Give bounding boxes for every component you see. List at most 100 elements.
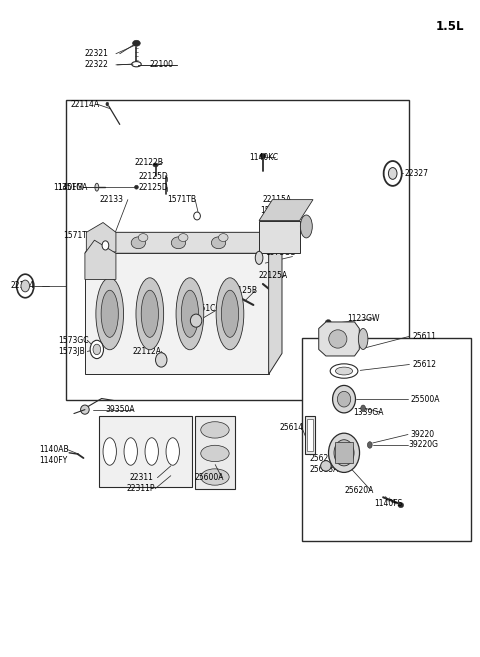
Text: 22114A: 22114A — [71, 100, 100, 108]
Ellipse shape — [337, 392, 351, 407]
Ellipse shape — [124, 438, 137, 465]
Ellipse shape — [191, 314, 202, 327]
Ellipse shape — [201, 422, 229, 438]
Ellipse shape — [388, 168, 397, 179]
Ellipse shape — [21, 280, 30, 292]
Text: 25612: 25612 — [413, 360, 437, 369]
Ellipse shape — [96, 278, 123, 350]
Text: 22144: 22144 — [11, 281, 35, 290]
Ellipse shape — [321, 461, 331, 471]
Text: 1140FM: 1140FM — [53, 183, 83, 192]
Ellipse shape — [398, 503, 404, 508]
Text: 1.5L: 1.5L — [436, 20, 464, 33]
Ellipse shape — [216, 278, 244, 350]
Text: 39220: 39220 — [411, 430, 435, 439]
Ellipse shape — [98, 234, 108, 242]
Text: 1573JK: 1573JK — [265, 238, 292, 246]
Bar — [195, 415, 235, 489]
Text: 22133: 22133 — [99, 195, 123, 204]
Text: 1571TA: 1571TA — [63, 231, 92, 240]
Ellipse shape — [329, 330, 347, 348]
Ellipse shape — [106, 102, 109, 106]
Text: 39220G: 39220G — [408, 440, 438, 449]
Ellipse shape — [194, 212, 200, 220]
Bar — [302, 338, 471, 541]
Text: 22327: 22327 — [405, 169, 429, 178]
Ellipse shape — [218, 234, 228, 242]
Ellipse shape — [221, 290, 239, 337]
Text: 1573GF: 1573GF — [261, 206, 290, 215]
Ellipse shape — [153, 163, 158, 167]
Polygon shape — [85, 240, 116, 279]
Polygon shape — [85, 253, 269, 374]
Ellipse shape — [101, 290, 118, 337]
Bar — [99, 416, 192, 487]
Text: 22125A: 22125A — [258, 271, 287, 280]
Text: 25620A: 25620A — [344, 486, 373, 495]
Ellipse shape — [361, 405, 365, 411]
Ellipse shape — [330, 364, 358, 378]
Text: 22311: 22311 — [129, 473, 153, 482]
Ellipse shape — [176, 278, 204, 350]
Text: 1573GC: 1573GC — [59, 336, 89, 345]
Ellipse shape — [134, 185, 138, 189]
Ellipse shape — [201, 469, 229, 485]
Text: 22321: 22321 — [85, 49, 109, 58]
Text: 25613A: 25613A — [309, 464, 338, 474]
Text: 22311P: 22311P — [126, 484, 155, 493]
Text: 22115A: 22115A — [263, 195, 292, 204]
Text: 25600A: 25600A — [195, 473, 224, 482]
Ellipse shape — [132, 62, 141, 67]
Text: 22100: 22100 — [149, 60, 173, 70]
Text: 1151CC: 1151CC — [192, 304, 221, 313]
Ellipse shape — [17, 274, 34, 298]
Ellipse shape — [181, 290, 199, 337]
Ellipse shape — [359, 328, 368, 350]
Polygon shape — [259, 200, 313, 221]
Ellipse shape — [328, 433, 360, 472]
Text: 1573CG: 1573CG — [265, 248, 296, 257]
Bar — [66, 99, 409, 401]
Ellipse shape — [141, 290, 158, 337]
Ellipse shape — [91, 237, 106, 249]
Polygon shape — [85, 233, 282, 253]
Text: 22125D: 22125D — [139, 183, 168, 192]
Text: 25620A: 25620A — [309, 453, 338, 463]
Bar — [307, 419, 313, 451]
Ellipse shape — [138, 234, 148, 242]
Text: 1140FS: 1140FS — [374, 499, 403, 509]
Ellipse shape — [145, 438, 158, 465]
Text: 25614: 25614 — [280, 424, 304, 432]
Ellipse shape — [179, 234, 188, 242]
Bar — [259, 221, 300, 253]
Ellipse shape — [367, 442, 372, 448]
Polygon shape — [269, 233, 282, 374]
Ellipse shape — [300, 215, 312, 238]
Text: 22125B: 22125B — [228, 286, 257, 295]
Ellipse shape — [201, 445, 229, 462]
Ellipse shape — [93, 344, 101, 355]
Text: 1571TB: 1571TB — [168, 195, 196, 204]
Text: 22125D: 22125D — [139, 172, 168, 181]
Ellipse shape — [136, 278, 164, 350]
Ellipse shape — [102, 241, 109, 250]
Text: 25500A: 25500A — [411, 395, 440, 403]
Ellipse shape — [336, 367, 353, 375]
Text: 1140KC: 1140KC — [250, 152, 279, 162]
Text: 1140AB: 1140AB — [39, 445, 69, 454]
Ellipse shape — [333, 386, 356, 413]
Text: 1339GA: 1339GA — [354, 408, 384, 417]
Text: 22122B: 22122B — [134, 158, 163, 167]
Ellipse shape — [325, 320, 331, 325]
Polygon shape — [319, 322, 360, 356]
Ellipse shape — [255, 251, 263, 264]
Text: 1140FY: 1140FY — [39, 456, 68, 465]
Ellipse shape — [95, 183, 99, 191]
Ellipse shape — [156, 353, 167, 367]
Ellipse shape — [334, 440, 354, 466]
Bar — [336, 442, 353, 463]
Text: 22322: 22322 — [85, 60, 109, 70]
Ellipse shape — [90, 340, 104, 359]
Polygon shape — [86, 223, 116, 252]
Ellipse shape — [103, 438, 116, 465]
